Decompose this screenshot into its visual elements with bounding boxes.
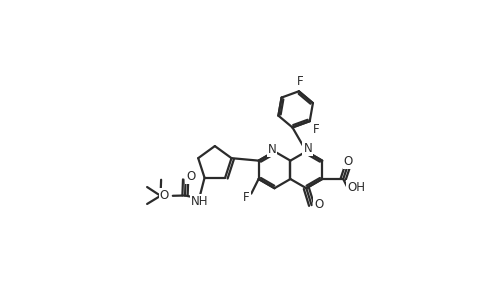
Text: N: N (268, 144, 277, 156)
Text: O: O (159, 189, 169, 202)
Text: OH: OH (347, 181, 365, 194)
Text: F: F (244, 190, 250, 204)
Text: NH: NH (191, 195, 208, 207)
Text: N: N (304, 142, 312, 155)
Text: F: F (297, 75, 304, 88)
Text: O: O (344, 155, 353, 168)
Text: O: O (186, 170, 195, 183)
Text: O: O (314, 198, 323, 211)
Text: F: F (312, 123, 319, 136)
